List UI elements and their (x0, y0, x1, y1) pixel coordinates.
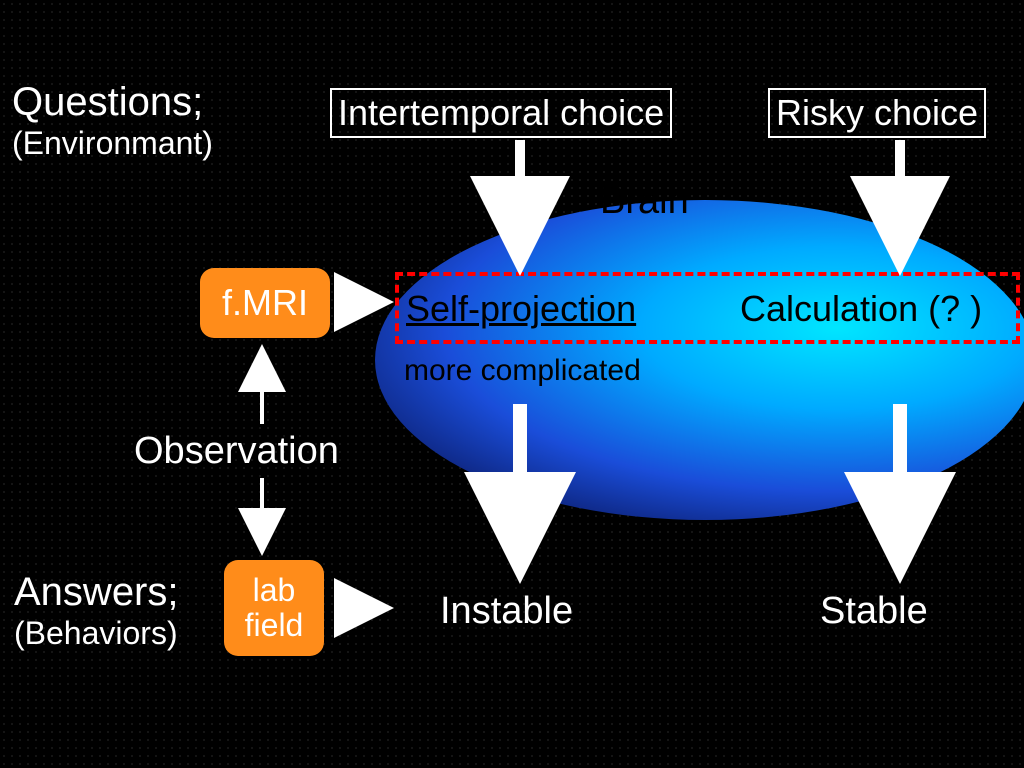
risky-box: Risky choice (768, 88, 986, 138)
instable-label: Instable (440, 590, 573, 633)
observation-label: Observation (134, 430, 339, 473)
fmri-label: f.MRI (222, 282, 308, 324)
questions-subtitle: (Environmant) (12, 125, 213, 162)
answers-title: Answers; (14, 570, 179, 615)
self-projection-label: Self-projection (406, 288, 636, 330)
intertemporal-box: Intertemporal choice (330, 88, 672, 138)
answers-block: Answers; (Behaviors) (14, 570, 179, 652)
stable-label: Stable (820, 590, 928, 633)
answers-subtitle: (Behaviors) (14, 615, 179, 652)
questions-title: Questions; (12, 80, 213, 125)
labfield-box: lab field (224, 560, 324, 656)
fmri-box: f.MRI (200, 268, 330, 338)
intertemporal-label: Intertemporal choice (338, 92, 664, 133)
risky-label: Risky choice (776, 92, 978, 133)
labfield-line2: field (245, 608, 304, 643)
brain-label: Brain (600, 180, 689, 223)
questions-block: Questions; (Environmant) (12, 80, 213, 162)
labfield-line1: lab (253, 573, 296, 608)
calculation-label: Calculation (? ) (740, 288, 982, 330)
more-complicated-label: more complicated (404, 354, 641, 388)
